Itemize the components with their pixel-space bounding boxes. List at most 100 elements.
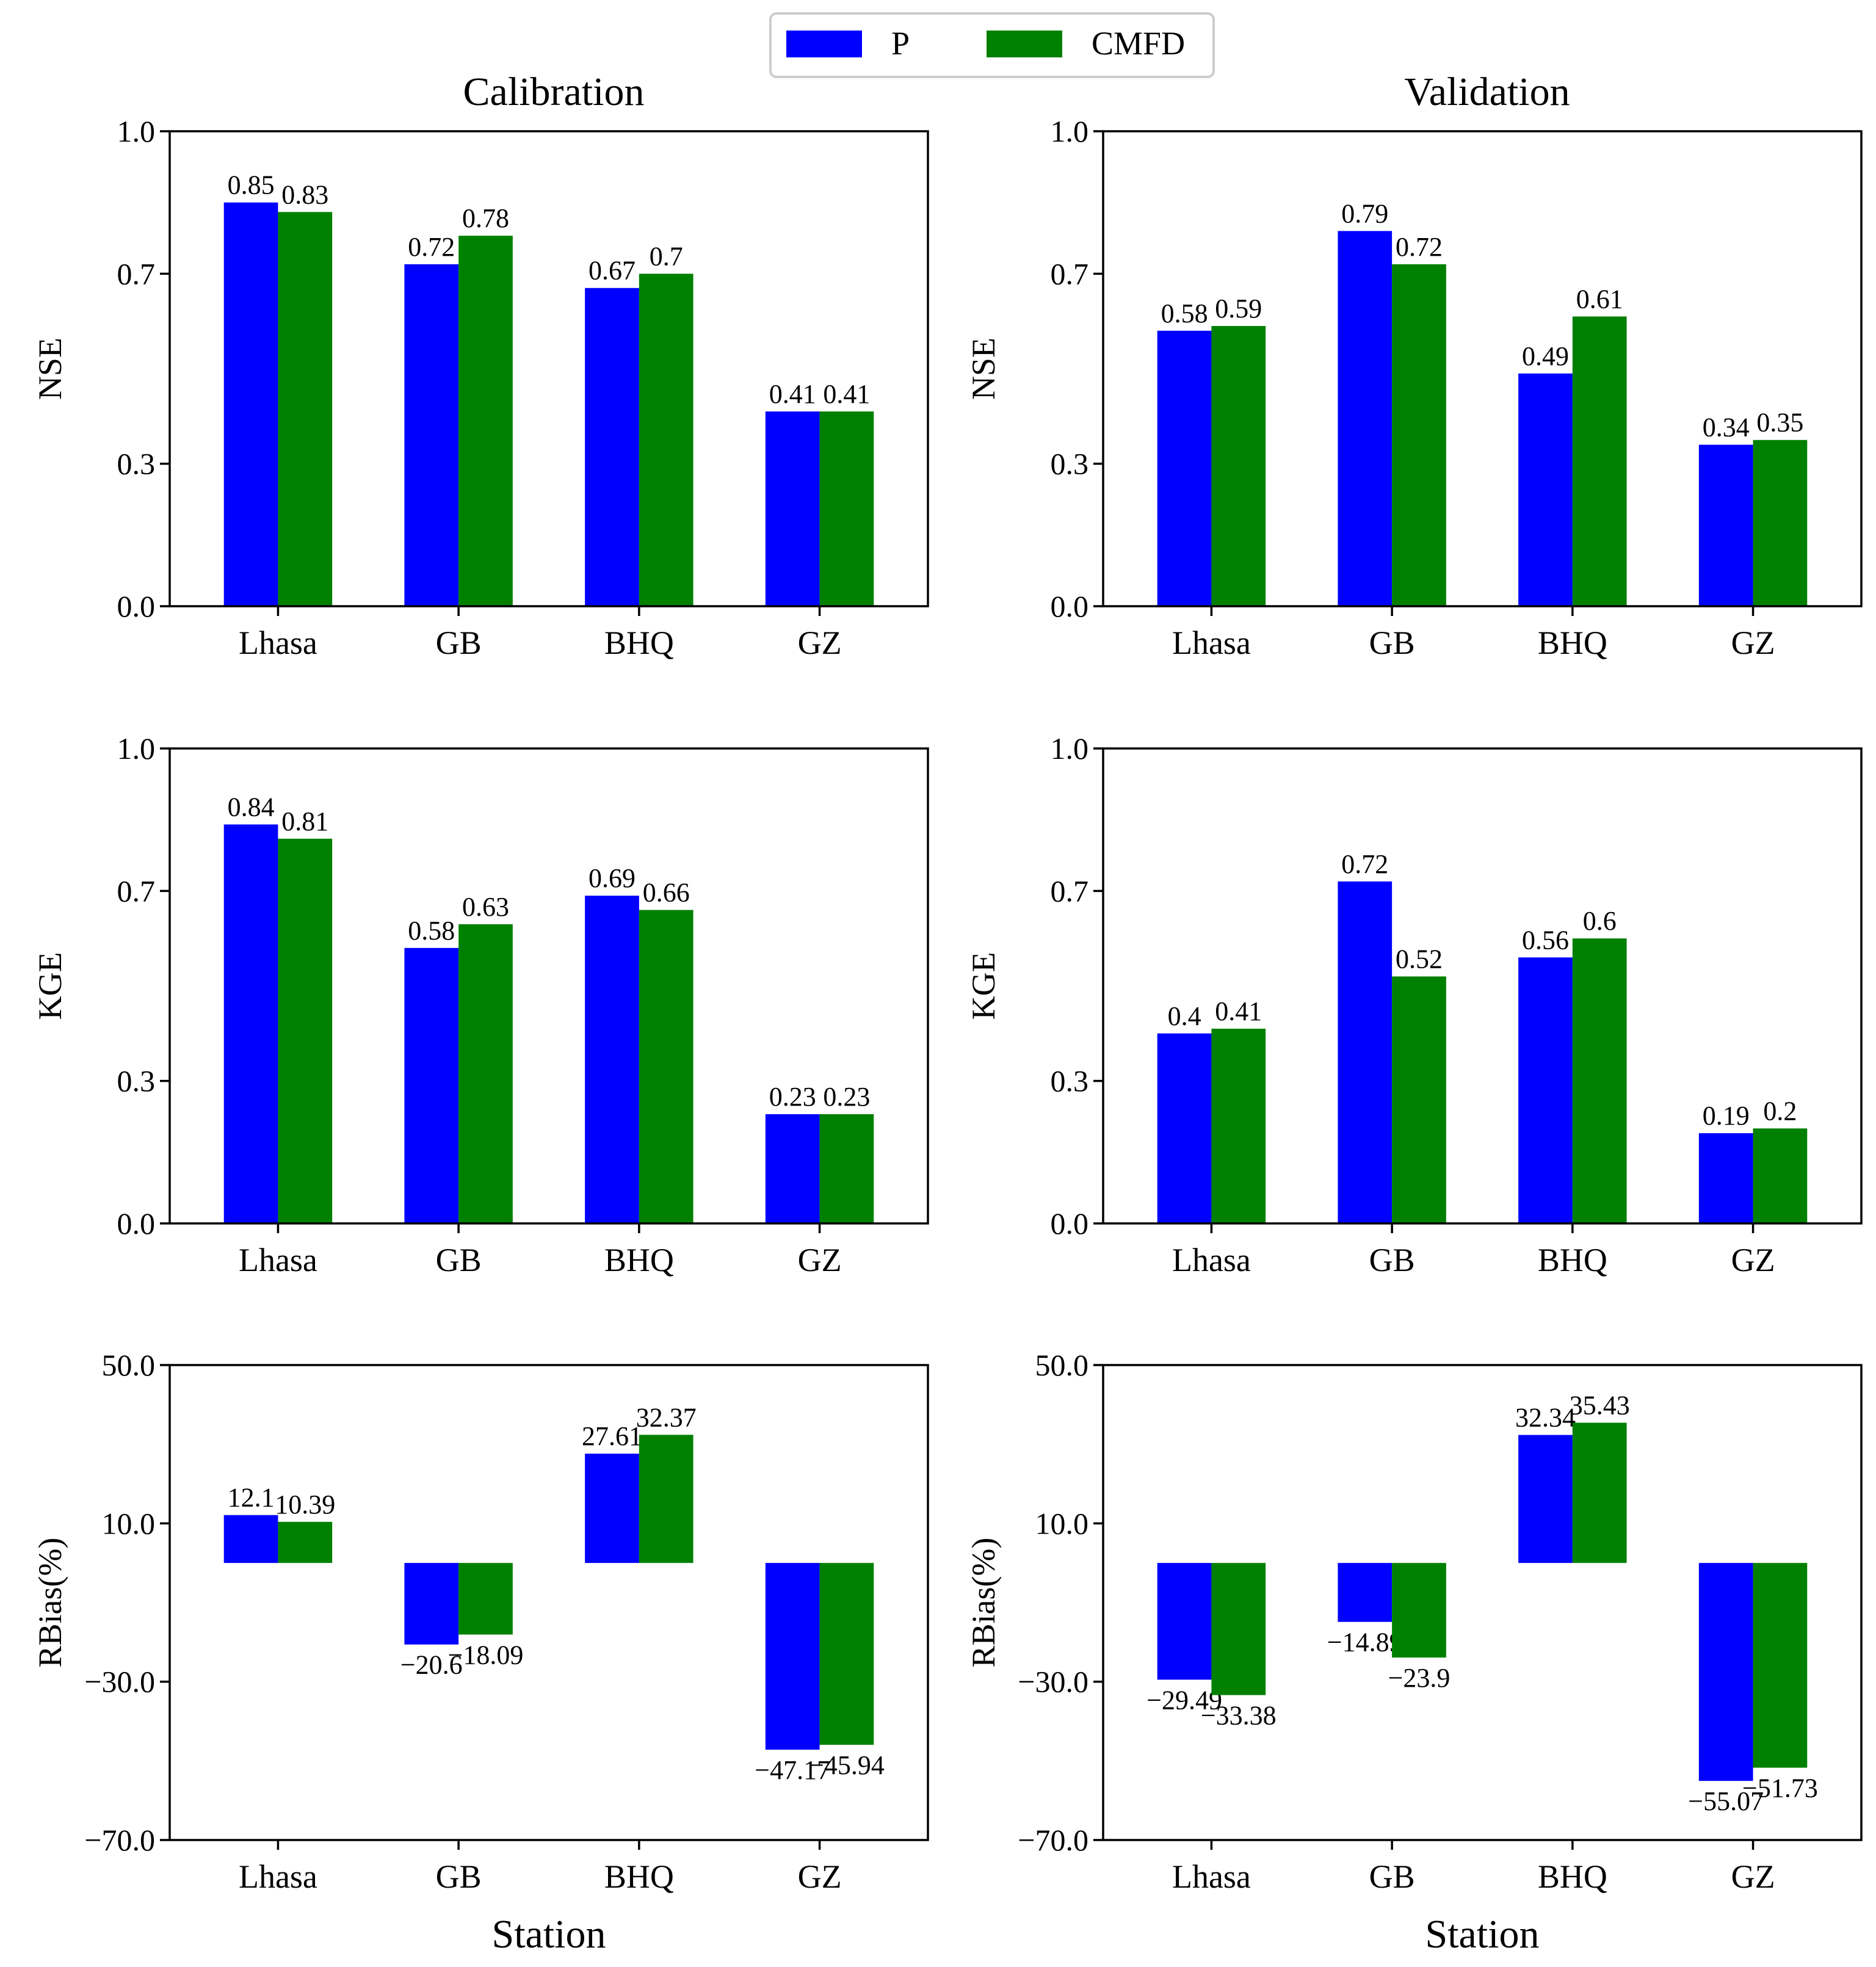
value-label-val-kge-p-lhasa: 0.4 [1168, 1001, 1201, 1031]
ytick-label-cal-kge-0: 0.0 [117, 1206, 156, 1241]
value-label-cal-nse-cmfd-gz: 0.41 [823, 379, 870, 409]
ytick-label-cal-rbias-3: 50.0 [102, 1348, 156, 1382]
ylabel-val-nse: NSE [965, 338, 1002, 400]
xtick-label-val-nse-lhasa: Lhasa [1172, 625, 1251, 661]
xtick-label-val-nse-gz: GZ [1731, 625, 1775, 661]
bar-cal-kge-p-gz [765, 1114, 820, 1223]
value-label-cal-nse-p-gb: 0.72 [408, 232, 455, 262]
bar-cal-rbias-p-gz [765, 1563, 820, 1750]
legend-swatch-cmfd [987, 31, 1062, 57]
xlabel-val-rbias: Station [1425, 1912, 1539, 1957]
bar-cal-kge-cmfd-gb [458, 924, 513, 1223]
xtick-label-val-nse-gb: GB [1369, 625, 1415, 661]
value-label-val-kge-cmfd-bhq: 0.6 [1583, 906, 1617, 936]
value-label-val-kge-p-bhq: 0.56 [1522, 925, 1569, 955]
legend-label-cmfd: CMFD [1092, 25, 1185, 62]
value-label-val-rbias-p-bhq: 32.34 [1515, 1402, 1576, 1432]
xtick-label-cal-nse-gb: GB [436, 625, 482, 661]
value-label-val-rbias-cmfd-gb: −23.9 [1388, 1663, 1450, 1693]
bar-val-nse-cmfd-gz [1753, 440, 1808, 606]
xtick-label-val-nse-bhq: BHQ [1538, 625, 1607, 661]
value-label-val-rbias-cmfd-bhq: 35.43 [1570, 1390, 1630, 1420]
bar-val-kge-p-bhq [1518, 957, 1573, 1223]
bar-val-rbias-cmfd-gb [1392, 1563, 1446, 1658]
bar-cal-rbias-p-gb [404, 1563, 459, 1645]
value-label-cal-rbias-p-gb: −20.6 [400, 1650, 463, 1680]
value-label-val-nse-p-bhq: 0.49 [1522, 341, 1569, 371]
value-label-cal-nse-p-gz: 0.41 [769, 379, 816, 409]
bar-cal-nse-cmfd-gz [819, 411, 874, 606]
value-label-cal-rbias-cmfd-gz: −45.94 [809, 1750, 885, 1780]
value-label-val-nse-p-lhasa: 0.58 [1161, 299, 1208, 328]
axes-frame-val-nse [1102, 130, 1863, 607]
xtick-label-cal-kge-gb: GB [436, 1242, 482, 1278]
bar-cal-nse-cmfd-lhasa [278, 212, 333, 606]
xtick-label-cal-rbias-gb: GB [436, 1858, 482, 1895]
axes-frame-val-rbias [1102, 1364, 1863, 1841]
bar-val-nse-p-lhasa [1157, 330, 1212, 606]
value-label-cal-kge-p-bhq: 0.69 [589, 863, 636, 893]
panel-val-kge: 0.4 0.72 0.56 0.19 0.41 0.52 0.6 0.2 0.0 0.3 0.7 1.… [965, 731, 1863, 1278]
panel-cal-kge: 0.84 0.58 0.69 0.23 0.81 0.63 0.66 0.23 0.0 0.3 0.… [32, 731, 929, 1278]
value-label-cal-rbias-p-bhq: 27.61 [582, 1421, 642, 1451]
bar-val-nse-p-bhq [1518, 373, 1573, 606]
xtick-label-cal-nse-gz: GZ [798, 625, 842, 661]
value-label-val-nse-cmfd-gb: 0.72 [1396, 232, 1443, 262]
value-label-cal-kge-cmfd-bhq: 0.66 [643, 878, 690, 908]
xtick-label-cal-nse-bhq: BHQ [604, 625, 674, 661]
bar-val-rbias-p-lhasa [1157, 1563, 1212, 1680]
panel-cal-rbias: 12.1 −20.6 27.61 −47.17 10.39 −18.09 32.37 −45.… [32, 1348, 929, 1957]
bar-val-nse-p-gb [1338, 231, 1393, 606]
bar-cal-kge-cmfd-lhasa [278, 838, 333, 1223]
legend: P CMFD [769, 12, 1215, 78]
value-label-cal-kge-cmfd-gz: 0.23 [823, 1082, 870, 1112]
value-label-cal-nse-p-lhasa: 0.85 [228, 170, 275, 200]
value-label-val-nse-p-gz: 0.34 [1703, 412, 1750, 442]
bar-cal-rbias-cmfd-bhq [639, 1435, 694, 1563]
bar-cal-rbias-cmfd-lhasa [278, 1521, 333, 1563]
ylabel-val-rbias: RBias(%) [965, 1538, 1002, 1668]
ytick-label-cal-rbias-0: −70.0 [84, 1823, 155, 1857]
value-label-val-kge-p-gz: 0.19 [1703, 1101, 1750, 1131]
bar-cal-nse-p-gb [404, 264, 459, 607]
value-label-cal-kge-p-gb: 0.58 [408, 916, 455, 946]
value-label-cal-nse-cmfd-lhasa: 0.83 [281, 179, 328, 209]
bar-cal-kge-p-gb [404, 947, 459, 1223]
bar-val-nse-cmfd-lhasa [1211, 325, 1266, 606]
ytick-label-val-rbias-3: 50.0 [1035, 1348, 1089, 1382]
bar-val-rbias-cmfd-lhasa [1211, 1563, 1266, 1695]
bar-cal-rbias-cmfd-gb [458, 1563, 513, 1635]
xtick-label-val-rbias-lhasa: Lhasa [1172, 1858, 1251, 1895]
ytick-label-cal-rbias-2: 10.0 [102, 1506, 156, 1540]
value-label-val-kge-p-gb: 0.72 [1341, 849, 1388, 879]
value-label-cal-kge-cmfd-lhasa: 0.81 [281, 806, 328, 836]
bar-cal-kge-cmfd-gz [819, 1114, 874, 1223]
xtick-label-val-rbias-bhq: BHQ [1538, 1858, 1607, 1895]
bar-cal-nse-p-bhq [585, 288, 639, 606]
ytick-label-val-kge-1: 0.3 [1051, 1064, 1089, 1098]
bar-cal-nse-cmfd-gb [458, 236, 513, 606]
value-label-val-nse-cmfd-gz: 0.35 [1756, 408, 1803, 438]
value-label-val-kge-cmfd-gb: 0.52 [1396, 944, 1443, 974]
xtick-label-val-rbias-gb: GB [1369, 1858, 1415, 1895]
bar-val-kge-p-gz [1698, 1133, 1753, 1223]
bar-val-kge-p-gb [1338, 881, 1393, 1223]
value-label-cal-rbias-cmfd-bhq: 32.37 [636, 1402, 697, 1432]
bar-cal-kge-p-lhasa [223, 824, 278, 1223]
bar-val-kge-cmfd-bhq [1572, 938, 1627, 1223]
bar-val-rbias-cmfd-gz [1753, 1563, 1808, 1768]
ytick-label-val-nse-3: 1.0 [1051, 114, 1089, 148]
bar-cal-rbias-cmfd-gz [819, 1563, 874, 1745]
ytick-label-cal-rbias-1: −30.0 [84, 1665, 155, 1699]
ytick-label-val-rbias-1: −30.0 [1018, 1665, 1088, 1699]
value-label-cal-kge-p-gz: 0.23 [769, 1082, 816, 1112]
ytick-label-val-kge-0: 0.0 [1051, 1206, 1089, 1241]
ytick-label-cal-nse-0: 0.0 [117, 589, 156, 623]
xtick-label-val-kge-bhq: BHQ [1538, 1242, 1607, 1278]
value-label-val-kge-cmfd-lhasa: 0.41 [1215, 996, 1262, 1026]
bar-val-kge-cmfd-lhasa [1211, 1029, 1266, 1223]
xtick-label-cal-rbias-gz: GZ [798, 1858, 842, 1895]
bar-val-rbias-cmfd-bhq [1572, 1422, 1627, 1563]
value-label-cal-kge-p-lhasa: 0.84 [228, 792, 275, 822]
bar-cal-kge-cmfd-bhq [639, 910, 694, 1223]
